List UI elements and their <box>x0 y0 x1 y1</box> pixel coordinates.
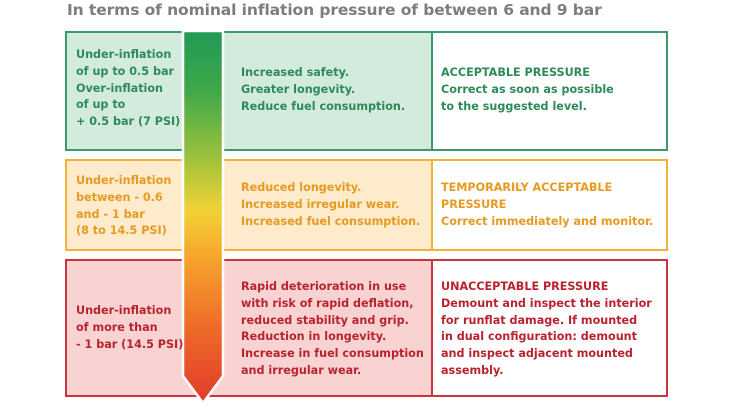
effects-cell <box>233 161 433 249</box>
condition-text-acceptable: Under-inflation of up to 0.5 bar Over-in… <box>76 48 181 129</box>
assessment-cell <box>433 161 666 249</box>
effects-text-unacceptable: Rapid deterioration in use with risk of … <box>241 280 424 377</box>
severity-gradient-arrow-icon <box>181 31 225 404</box>
assessment-cell <box>433 33 666 149</box>
effects-text-acceptable: Increased safety. Greater longevity. Red… <box>241 66 406 113</box>
temporarily-acceptable-pressure-row <box>65 159 668 251</box>
page-title: In terms of nominal inflation pressure o… <box>67 1 602 19</box>
assessment-text-acceptable: ACCEPTABLE PRESSURE Correct as soon as p… <box>441 66 614 113</box>
condition-text-temporary: Under-inflation between - 0.6 and - 1 ba… <box>76 174 172 238</box>
condition-text-unacceptable: Under-inflation of more than - 1 bar (14… <box>76 304 184 351</box>
assessment-cell <box>433 261 666 395</box>
effects-cell <box>233 261 433 395</box>
assessment-text-temporary: TEMPORARILY ACCEPTABLE PRESSURE Correct … <box>441 181 654 228</box>
effects-text-temporary: Reduced longevity. Increased irregular w… <box>241 181 421 228</box>
assessment-text-unacceptable: UNACCEPTABLE PRESSURE Demount and inspec… <box>441 280 652 377</box>
effects-cell <box>233 33 433 149</box>
acceptable-pressure-row <box>65 31 668 151</box>
